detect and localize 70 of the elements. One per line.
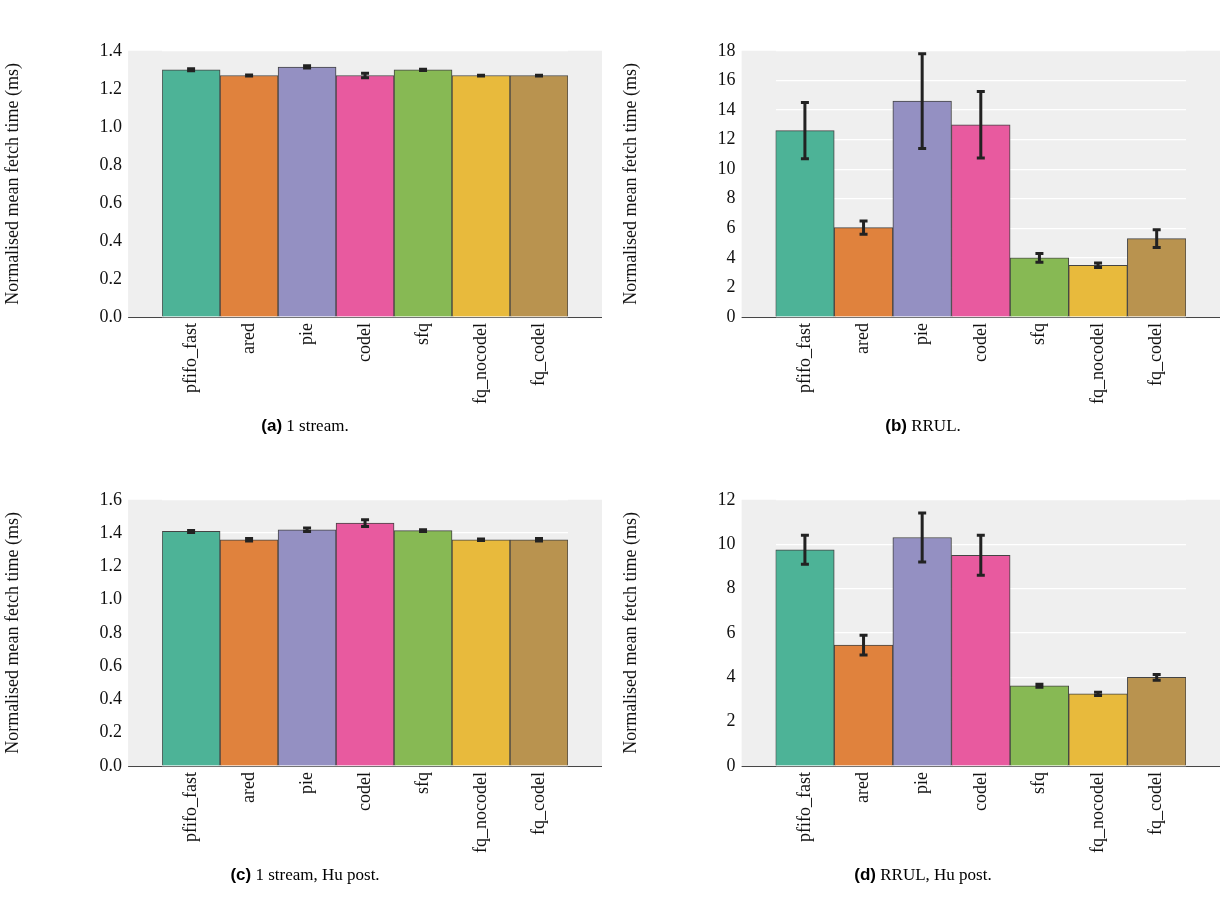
y-axis-title: Normalised mean fetch time (ms) <box>1 511 23 754</box>
y-tick-label: 12 <box>717 128 736 149</box>
x-tick-label: sfq <box>1028 772 1049 795</box>
y-tick-label: 1.4 <box>99 521 123 542</box>
x-tick-label: pie <box>910 323 931 346</box>
y-tick-label: 10 <box>717 532 736 553</box>
y-tick-label: 8 <box>726 577 736 598</box>
x-tick-label: pfifo_fast <box>179 772 200 843</box>
x-tick-label: pie <box>295 772 316 795</box>
x-tick-label: codel <box>353 772 374 812</box>
y-tick-label: 0.2 <box>99 721 123 742</box>
x-tick-label: ared <box>852 323 873 355</box>
y-tick-label: 12 <box>717 488 736 509</box>
y-tick-label: 0.6 <box>99 654 123 675</box>
x-tick-label: pie <box>295 323 316 346</box>
x-tick-label: pfifo_fast <box>793 323 814 394</box>
y-tick-label: 18 <box>717 39 736 60</box>
x-tick-label: fq_codel <box>527 772 548 836</box>
y-tick-label: 10 <box>717 157 736 178</box>
y-tick-label: 16 <box>717 69 736 90</box>
x-tick-label: sfq <box>1028 323 1049 346</box>
y-tick-label: 0.6 <box>99 191 123 212</box>
y-tick-label: 1.2 <box>99 555 123 576</box>
y-tick-label: 0.0 <box>99 305 123 326</box>
x-tick-label: ared <box>852 772 873 804</box>
y-tick-label: 1.0 <box>99 115 123 136</box>
x-tick-label: pfifo_fast <box>179 323 200 394</box>
y-tick-label: 0 <box>726 754 736 775</box>
y-tick-label: 1.2 <box>99 77 123 98</box>
y-tick-label: 4 <box>726 666 736 687</box>
y-tick-label: 14 <box>717 98 736 119</box>
x-tick-label: codel <box>353 323 374 363</box>
x-tick-label: sfq <box>411 772 432 795</box>
y-tick-label: 0.2 <box>99 267 123 288</box>
y-axis-title: Normalised mean fetch time (ms) <box>619 62 641 305</box>
y-tick-label: 8 <box>726 187 736 208</box>
y-tick-label: 0.4 <box>99 688 123 709</box>
y-tick-label: 1.6 <box>99 488 123 509</box>
x-tick-label: fq_nocodel <box>469 323 490 405</box>
y-tick-label: 0.8 <box>99 621 123 642</box>
y-tick-label: 4 <box>726 246 736 267</box>
y-tick-label: 0.0 <box>99 754 123 775</box>
y-axis-title: Normalised mean fetch time (ms) <box>619 511 641 754</box>
x-tick-label: fq_nocodel <box>1086 323 1107 405</box>
text: (c) 1 stream, Hu post. <box>229 865 381 885</box>
text: (a) 1 stream. <box>260 416 350 436</box>
text: (b) RRUL. <box>884 416 962 436</box>
x-tick-label: codel <box>969 772 990 812</box>
x-tick-label: fq_codel <box>1145 323 1166 387</box>
x-tick-label: codel <box>969 323 990 363</box>
x-tick-label: fq_codel <box>1145 772 1166 836</box>
y-tick-label: 6 <box>726 621 736 642</box>
x-tick-label: ared <box>237 323 258 355</box>
x-tick-label: fq_nocodel <box>469 772 490 854</box>
x-tick-label: sfq <box>411 323 432 346</box>
text: (d) RRUL, Hu post. <box>853 865 993 885</box>
x-tick-label: fq_codel <box>527 323 548 387</box>
y-tick-label: 0.8 <box>99 153 123 174</box>
x-tick-label: ared <box>237 772 258 804</box>
x-tick-label: fq_nocodel <box>1086 772 1107 854</box>
y-tick-label: 2 <box>726 276 736 297</box>
x-tick-label: pfifo_fast <box>793 772 814 843</box>
y-tick-label: 2 <box>726 710 736 731</box>
y-axis-title: Normalised mean fetch time (ms) <box>1 62 23 305</box>
y-tick-label: 0.4 <box>99 229 123 250</box>
x-tick-label: pie <box>910 772 931 795</box>
y-tick-label: 1.4 <box>99 39 123 60</box>
y-tick-label: 0 <box>726 305 736 326</box>
y-tick-label: 6 <box>726 217 736 238</box>
y-tick-label: 1.0 <box>99 588 123 609</box>
